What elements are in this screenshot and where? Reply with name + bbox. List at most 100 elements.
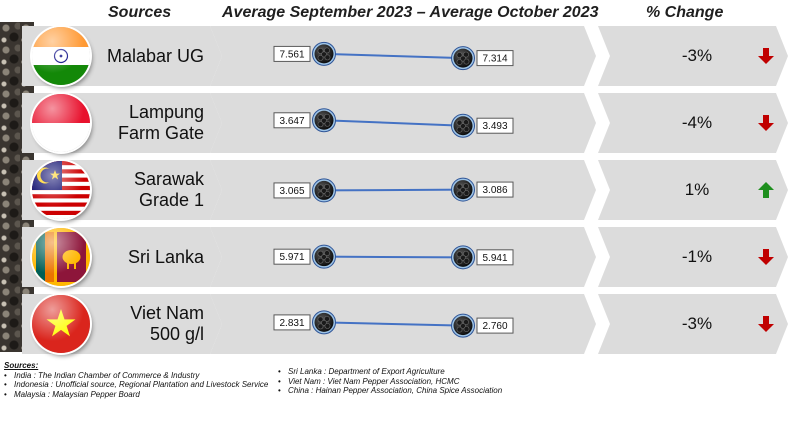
- peppercorn-grain: [456, 251, 463, 258]
- market-name: Viet Nam 500 g/l: [96, 294, 204, 354]
- peppercorn-grain: [463, 190, 470, 196]
- peppercorn-grain: [324, 120, 331, 127]
- peppercorn-grain: [463, 183, 469, 189]
- change-box: [598, 294, 788, 354]
- price-label-box: [273, 112, 311, 129]
- market-name-line: Farm Gate: [117, 123, 204, 143]
- market-name: Sri Lanka: [96, 227, 204, 287]
- sources-footer-title: Sources:: [4, 361, 39, 370]
- peppercorn-grain: [317, 48, 324, 54]
- peppercorn-grain: [317, 257, 324, 264]
- market-name-line: Sri Lanka: [127, 246, 204, 267]
- price-label: 2.831: [279, 318, 304, 329]
- price-slope-line: [323, 321, 464, 327]
- peppercorn-grain: [456, 119, 463, 126]
- change-box: [598, 93, 788, 153]
- price-row: Malabar UG -3%: [0, 26, 800, 86]
- price-label: 3.065: [279, 186, 304, 197]
- price-label-box: [476, 117, 514, 134]
- down-arrow-icon: [758, 249, 774, 265]
- peppercorn-grain: [324, 184, 330, 190]
- peppercorn-grain: [324, 191, 331, 197]
- sources-header: Sources: [108, 4, 172, 21]
- price-label: 3.086: [482, 185, 507, 196]
- price-slope-line: [323, 188, 464, 192]
- price-slope-line: [323, 255, 464, 259]
- peppercorn-grain: [324, 250, 330, 257]
- percent-change-value: 1%: [684, 180, 710, 199]
- price-label: 5.971: [279, 252, 304, 263]
- price-label: 7.314: [482, 54, 507, 65]
- peppercorn-grain: [456, 183, 463, 190]
- price-label-box: [273, 182, 311, 199]
- peppercorn-grain: [317, 114, 324, 121]
- market-name-line: Grade 1: [138, 190, 204, 210]
- peppercorn-grain: [324, 257, 331, 264]
- peppercorn-grain: [324, 322, 331, 329]
- price-slope-line: [323, 119, 464, 127]
- average-period-header: Average September 2023 – Average October…: [222, 4, 599, 21]
- price-label: 3.647: [279, 116, 304, 127]
- price-label: 7.561: [279, 49, 304, 60]
- peppercorn-grain: [456, 59, 463, 65]
- price-label-box: [476, 249, 514, 266]
- price-label-box: [273, 314, 311, 331]
- market-name-line: 500 g/l: [149, 324, 204, 344]
- percent-change-value: -3%: [681, 314, 713, 333]
- sources-footer-left: Sources: India : The Indian Chamber of C…: [4, 361, 268, 399]
- peppercorn-grain: [463, 250, 469, 257]
- down-arrow-icon: [758, 316, 774, 332]
- down-arrow-icon: [758, 115, 774, 131]
- percent-change-value: -3%: [681, 46, 713, 65]
- peppercorn-grain: [456, 319, 463, 326]
- peppercorn-grain: [463, 126, 470, 133]
- peppercorn-grain: [456, 52, 463, 58]
- peppercorn-grain: [317, 191, 324, 198]
- peppercorn-grain: [317, 250, 324, 257]
- market-name-line: Malabar UG: [106, 45, 204, 66]
- peppercorn-grain: [317, 184, 324, 191]
- peppercorn-grain: [456, 190, 463, 197]
- market-name: Sarawak Grade 1: [96, 160, 204, 220]
- change-box: [598, 26, 788, 86]
- market-name-line: Viet Nam: [130, 303, 204, 323]
- peppercorn-grain: [463, 58, 470, 65]
- change-box: [598, 227, 788, 287]
- down-arrow-icon: [758, 48, 774, 64]
- price-label-box: [476, 317, 514, 334]
- percent-change-header: % Change: [646, 4, 724, 21]
- market-name-line: Lampung: [128, 102, 204, 122]
- percent-change-value: -1%: [681, 247, 713, 266]
- peppercorn-grain: [463, 326, 470, 333]
- peppercorn-grain: [317, 316, 324, 323]
- price-label: 3.493: [482, 121, 507, 132]
- peppercorn-grain: [463, 319, 469, 326]
- up-arrow-icon: [758, 182, 774, 198]
- peppercorn-grain: [324, 47, 330, 54]
- market-name-line: Sarawak: [133, 169, 204, 189]
- price-label-box: [476, 50, 514, 67]
- source-item: Viet Nam : Viet Nam Pepper Association, …: [278, 377, 502, 387]
- market-name: Malabar UG: [96, 26, 204, 86]
- peppercorn-grain: [317, 121, 324, 128]
- peppercorn-grain: [317, 55, 324, 61]
- peppercorn-grain: [463, 119, 469, 126]
- price-label: 2.760: [482, 321, 507, 332]
- peppercorn-grain: [463, 51, 469, 58]
- price-row: Sarawak Grade 1 1%: [0, 160, 800, 220]
- peppercorn-grain: [324, 54, 331, 61]
- peppercorn-grain: [456, 326, 463, 333]
- price-slope-line: [323, 52, 464, 60]
- peppercorn-grain: [456, 126, 463, 133]
- source-item: China : Hainan Pepper Association, China…: [278, 386, 502, 396]
- change-box: [598, 160, 788, 220]
- peppercorn-grain: [324, 315, 330, 322]
- market-name: Lampung Farm Gate: [96, 93, 204, 153]
- price-label-box: [273, 45, 311, 62]
- peppercorn-grain: [317, 323, 324, 330]
- peppercorn-grain: [456, 258, 463, 265]
- peppercorn-grain: [324, 113, 330, 120]
- peppercorn-grain: [463, 257, 470, 264]
- source-item: Malaysia : Malaysian Pepper Board: [4, 390, 268, 400]
